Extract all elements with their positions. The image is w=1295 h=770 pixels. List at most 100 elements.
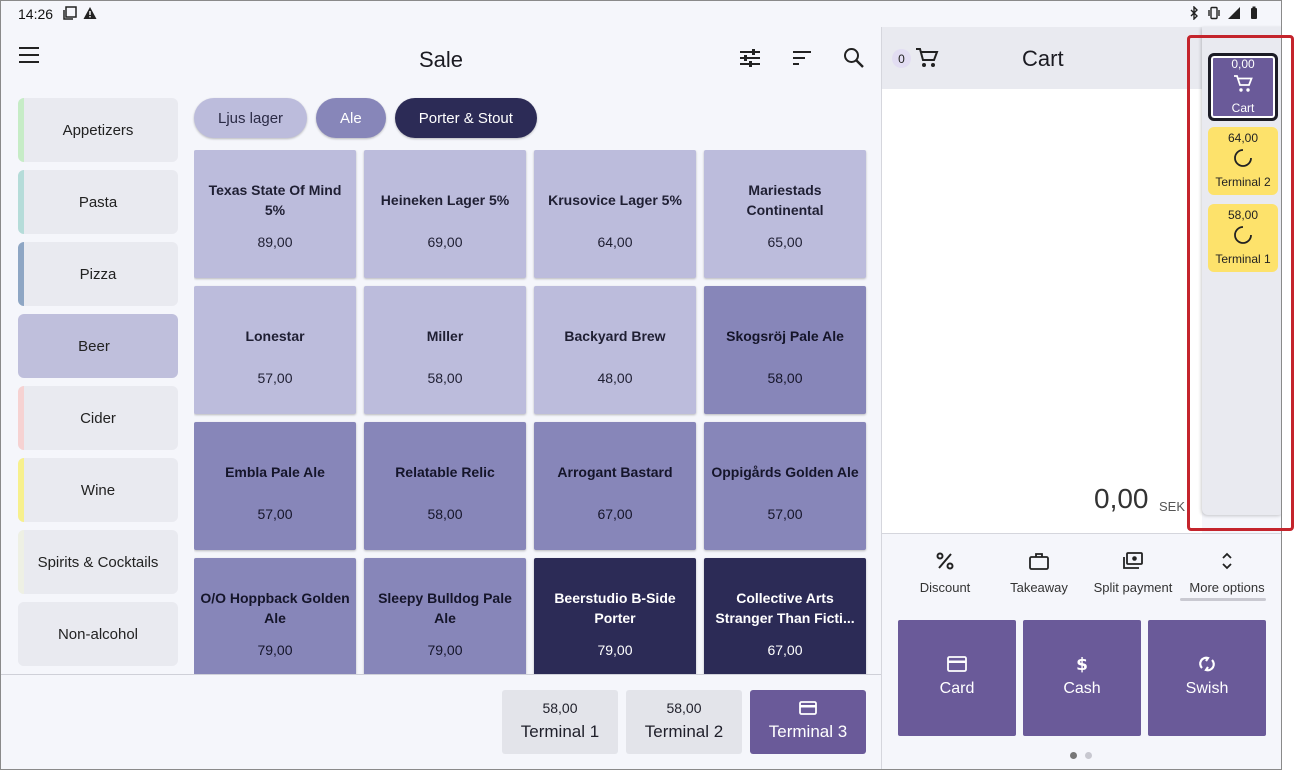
category-label: Wine (80, 481, 116, 499)
product-tile[interactable]: Embla Pale Ale 57,00 (194, 422, 356, 550)
terminal-1-amount: 58,00 (542, 700, 578, 716)
category-color-stripe (18, 458, 24, 522)
product-price: 58,00 (427, 370, 463, 386)
product-tile[interactable]: Sleepy Bulldog Pale Ale 79,00 (364, 558, 526, 674)
category-label: Beer (78, 337, 110, 355)
category-appetizers[interactable]: Appetizers (18, 98, 178, 162)
page-dot-1[interactable] (1070, 752, 1077, 759)
category-label: Appetizers (62, 121, 134, 139)
parked-cart-terminal-1[interactable]: 58,00 Terminal 1 (1208, 204, 1278, 272)
category-label: Cider (80, 409, 116, 427)
product-tile[interactable]: Beerstudio B-Side Porter 79,00 (534, 558, 696, 674)
category-cider[interactable]: Cider (18, 386, 178, 450)
product-tile[interactable]: Miller 58,00 (364, 286, 526, 414)
product-tile[interactable]: Arrogant Bastard 67,00 (534, 422, 696, 550)
category-label: Spirits & Cocktails (37, 553, 159, 571)
product-tile[interactable]: Lonestar 57,00 (194, 286, 356, 414)
more-options-label: More options (1189, 580, 1265, 595)
product-price: 67,00 (597, 506, 633, 522)
product-tile[interactable]: Oppigårds Golden Ale 57,00 (704, 422, 866, 550)
cash-payment-button[interactable]: $ Cash (1023, 620, 1141, 736)
parked-cart-amount: 58,00 (1227, 208, 1259, 222)
parked-cart-cart[interactable]: 0,00 Cart (1208, 53, 1278, 121)
product-tile[interactable]: Backyard Brew 48,00 (534, 286, 696, 414)
menu-icon[interactable] (19, 47, 41, 69)
product-tile[interactable]: Heineken Lager 5% 69,00 (364, 150, 526, 278)
warning-icon (83, 6, 97, 20)
product-name: Lonestar (245, 328, 305, 344)
cart-title: Cart (1022, 46, 1064, 71)
category-non-alcohol[interactable]: Non-alcohol (18, 602, 178, 666)
category-label: Non-alcohol (57, 625, 139, 643)
product-price: 57,00 (257, 370, 293, 386)
product-price: 79,00 (597, 642, 633, 658)
parked-cart-label: Terminal 2 (1215, 175, 1271, 189)
terminal-1-button[interactable]: 58,00 Terminal 1 (502, 690, 618, 754)
product-price: 69,00 (427, 234, 463, 250)
product-name: Relatable Relic (395, 464, 495, 480)
split-payment-icon (1122, 550, 1144, 572)
category-color-stripe (18, 170, 24, 234)
terminal-2-amount: 58,00 (666, 700, 702, 716)
takeaway-button[interactable]: Takeaway (992, 546, 1086, 606)
category-wine[interactable]: Wine (18, 458, 178, 522)
page-dot-2[interactable] (1085, 752, 1092, 759)
category-pizza[interactable]: Pizza (18, 242, 178, 306)
product-price: 57,00 (767, 506, 803, 522)
discount-label: Discount (919, 580, 971, 595)
signal-icon (1227, 6, 1241, 20)
product-tile[interactable]: Skogsröj Pale Ale 58,00 (704, 286, 866, 414)
product-name: O/O Hoppback Golden Ale (200, 590, 350, 626)
filter-settings-icon[interactable] (737, 45, 763, 71)
product-tile[interactable]: Texas State Of Mind 5% 89,00 (194, 150, 356, 278)
category-color-stripe (18, 242, 24, 306)
percent-icon (934, 550, 956, 572)
chip-porter-stout[interactable]: Porter & Stout (394, 98, 537, 138)
spinner-icon (1232, 224, 1254, 246)
product-name: Sleepy Bulldog Pale Ale (378, 590, 512, 626)
spinner-icon (1232, 147, 1254, 169)
cart-icon[interactable] (914, 45, 940, 71)
search-icon[interactable] (841, 45, 867, 71)
product-name: Skogsröj Pale Ale (726, 328, 844, 344)
parked-cart-amount: 64,00 (1227, 131, 1259, 145)
takeaway-label: Takeaway (1010, 580, 1068, 595)
swish-icon (1197, 654, 1217, 674)
parked-cart-label: Terminal 1 (1215, 252, 1271, 266)
product-tile[interactable]: Collective Arts Stranger Than Ficti... 67… (704, 558, 866, 674)
product-tile[interactable]: Mariestads Continental 65,00 (704, 150, 866, 278)
battery-icon (1247, 6, 1261, 20)
product-name: Collective Arts Stranger Than Ficti... (715, 590, 855, 626)
subcategory-chips: Ljus lager Ale Porter & Stout (194, 98, 537, 138)
parked-cart-terminal-2[interactable]: 64,00 Terminal 2 (1208, 127, 1278, 195)
chip-ljus-lager[interactable]: Ljus lager (194, 98, 308, 138)
split-payment-button[interactable]: Split payment (1086, 546, 1180, 606)
swish-payment-button[interactable]: Swish (1148, 620, 1266, 736)
discount-button[interactable]: Discount (898, 546, 992, 606)
sort-icon[interactable] (789, 45, 815, 71)
sale-pane: Sale Appetizers Pasta Pizza Beer Cider Wine Sp… (1, 27, 881, 769)
more-options-button[interactable]: More options (1180, 546, 1274, 606)
vibrate-icon (1207, 6, 1221, 20)
cart-currency: SEK (1159, 499, 1186, 514)
product-grid: Texas State Of Mind 5% 89,00 Heineken Lage… (194, 150, 874, 674)
category-pasta[interactable]: Pasta (18, 170, 178, 234)
product-price: 79,00 (257, 642, 293, 658)
split-payment-label: Split payment (1093, 580, 1173, 595)
category-beer[interactable]: Beer (18, 314, 178, 378)
card-payment-button[interactable]: Card (898, 620, 1016, 736)
terminal-2-button[interactable]: 58,00 Terminal 2 (626, 690, 742, 754)
cart-icon (1232, 73, 1254, 95)
terminal-3-label: Terminal 3 (768, 722, 848, 741)
bluetooth-icon (1187, 5, 1201, 21)
product-tile[interactable]: Relatable Relic 58,00 (364, 422, 526, 550)
product-tile[interactable]: Krusovice Lager 5% 64,00 (534, 150, 696, 278)
cash-payment-label: Cash (1063, 680, 1101, 697)
terminal-3-button[interactable]: Terminal 3 (750, 690, 866, 754)
chip-ale[interactable]: Ale (316, 98, 386, 138)
category-spirits-cocktails[interactable]: Spirits & Cocktails (18, 530, 178, 594)
product-tile[interactable]: O/O Hoppback Golden Ale 79,00 (194, 558, 356, 674)
product-name: Arrogant Bastard (557, 464, 673, 480)
product-name: Backyard Brew (564, 328, 666, 344)
